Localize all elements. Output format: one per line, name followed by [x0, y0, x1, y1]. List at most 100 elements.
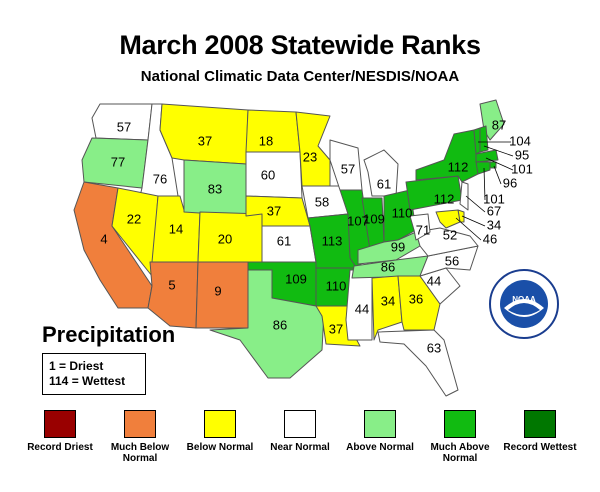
- rank-label-nm: 9: [214, 283, 221, 298]
- state-wv: [409, 213, 431, 241]
- rank-label-mn: 23: [303, 149, 317, 164]
- legend-item: Much Above Normal: [420, 410, 500, 464]
- legend-label: Record Wettest: [503, 442, 577, 453]
- rank-label-wi: 57: [341, 161, 355, 176]
- rank-label-ky: 99: [391, 239, 405, 254]
- map-title: March 2008 Statewide Ranks: [119, 30, 481, 60]
- us-state-map: 57 77 4 76 22 14 5 37 83 20 9 18 60 37 61 109 86 23 58 113 1…: [73, 99, 533, 397]
- legend-item: Record Driest: [20, 410, 100, 453]
- noaa-logo: NOAA: [488, 268, 560, 340]
- rank-label-oh: 110: [392, 205, 413, 220]
- legend-item: Near Normal: [260, 410, 340, 453]
- rank-label-in: 109: [363, 211, 385, 226]
- map-variable-label: Precipitation: [42, 322, 176, 347]
- state-ma: [475, 149, 499, 163]
- rank-label-md: 46: [483, 231, 497, 246]
- rank-label-al: 34: [381, 293, 395, 308]
- rank-label-il: 107: [347, 213, 369, 228]
- rank-label-ks: 61: [277, 233, 291, 248]
- legend-swatch: [124, 410, 156, 438]
- noaa-seal-lettering: NOAA: [512, 295, 536, 304]
- legend-swatch: [364, 410, 396, 438]
- legend: Record Driest Much Below Normal Below Norm…: [0, 410, 600, 490]
- state-tx: [209, 269, 325, 379]
- key-driest: 1 = Driest: [49, 359, 104, 373]
- rank-label-id: 76: [153, 171, 167, 186]
- leader-line-ri: [493, 165, 502, 185]
- state-va: [415, 227, 479, 257]
- state-oh: [383, 189, 417, 243]
- rank-label-ms: 44: [355, 301, 369, 316]
- leader-line-nj: [465, 195, 486, 213]
- leader-line-md: [455, 217, 482, 241]
- legend-swatch: [204, 410, 236, 438]
- leader-line-de: [461, 215, 486, 227]
- legend-swatch: [524, 410, 556, 438]
- leader-line-ct: [483, 167, 486, 201]
- state-az: [147, 261, 199, 329]
- rank-label-ny: 112: [448, 159, 469, 174]
- legend-label: Record Driest: [27, 442, 93, 453]
- legend-label: Below Normal: [186, 442, 254, 453]
- state-al: [371, 275, 403, 341]
- state-nj: [459, 181, 469, 211]
- rank-label-ct: 101: [483, 191, 505, 206]
- state-mn: [295, 111, 331, 187]
- rank-label-fl: 63: [427, 340, 441, 355]
- rank-label-mt: 37: [198, 133, 212, 148]
- rank-label-co: 20: [218, 231, 232, 246]
- rank-label-nc: 56: [445, 253, 459, 268]
- noaa-seal-icon: NOAA: [489, 269, 559, 339]
- map-subtitle: National Climatic Data Center/NESDIS/NOA…: [140, 68, 460, 85]
- leader-line-nh: [483, 145, 514, 157]
- rank-label-de: 34: [487, 217, 501, 232]
- rank-label-ar: 110: [326, 278, 347, 293]
- state-nm: [195, 261, 249, 329]
- rank-label-pa: 112: [434, 191, 455, 206]
- legend-label: Near Normal: [270, 442, 330, 453]
- legend-swatch: [284, 410, 316, 438]
- rank-label-sc: 44: [427, 273, 441, 288]
- rank-label-ga: 36: [409, 291, 423, 306]
- rank-label-ia: 58: [315, 194, 329, 209]
- rank-label-tn: 86: [381, 259, 395, 274]
- rank-label-wa: 57: [117, 119, 131, 134]
- rank-label-ok: 109: [285, 271, 307, 286]
- rank-key-box: 1 = Driest 114 = Wettest: [42, 353, 146, 395]
- state-ri: [489, 161, 497, 169]
- rank-label-wv: 71: [416, 222, 430, 237]
- rank-label-ne: 37: [267, 203, 281, 218]
- rank-label-nh: 95: [515, 147, 529, 162]
- rank-label-ca: 4: [100, 231, 107, 246]
- state-md: [435, 209, 461, 229]
- rank-label-az: 5: [168, 277, 175, 292]
- rank-label-me: 87: [492, 117, 506, 132]
- state-nh: [479, 125, 489, 153]
- legend-label: Much Below Normal: [110, 442, 170, 464]
- rank-label-mi: 61: [377, 176, 391, 191]
- legend-item: Above Normal: [340, 410, 420, 453]
- state-fl: [377, 329, 459, 397]
- rank-label-sd: 60: [261, 167, 275, 182]
- legend-label: Above Normal: [346, 442, 414, 453]
- legend-item: Below Normal: [180, 410, 260, 453]
- leader-line-ma: [485, 157, 514, 171]
- rank-label-ma: 101: [511, 161, 533, 176]
- rank-label-va: 52: [443, 227, 457, 242]
- rank-label-nj: 67: [487, 203, 501, 218]
- rank-label-la: 37: [329, 321, 343, 336]
- rank-label-ri: 96: [503, 175, 517, 190]
- rank-label-wy: 83: [208, 181, 222, 196]
- legend-swatch: [44, 410, 76, 438]
- legend-item: Much Below Normal: [100, 410, 180, 464]
- legend-swatch: [444, 410, 476, 438]
- rank-label-nv: 22: [127, 211, 141, 226]
- state-or: [81, 137, 149, 189]
- rank-label-or: 77: [111, 154, 125, 169]
- state-ct: [475, 161, 491, 175]
- rank-label-tx: 86: [273, 317, 287, 332]
- rank-label-ut: 14: [169, 221, 183, 236]
- rank-label-nd: 18: [259, 133, 273, 148]
- legend-label: Much Above Normal: [430, 442, 490, 464]
- key-wettest: 114 = Wettest: [49, 374, 126, 388]
